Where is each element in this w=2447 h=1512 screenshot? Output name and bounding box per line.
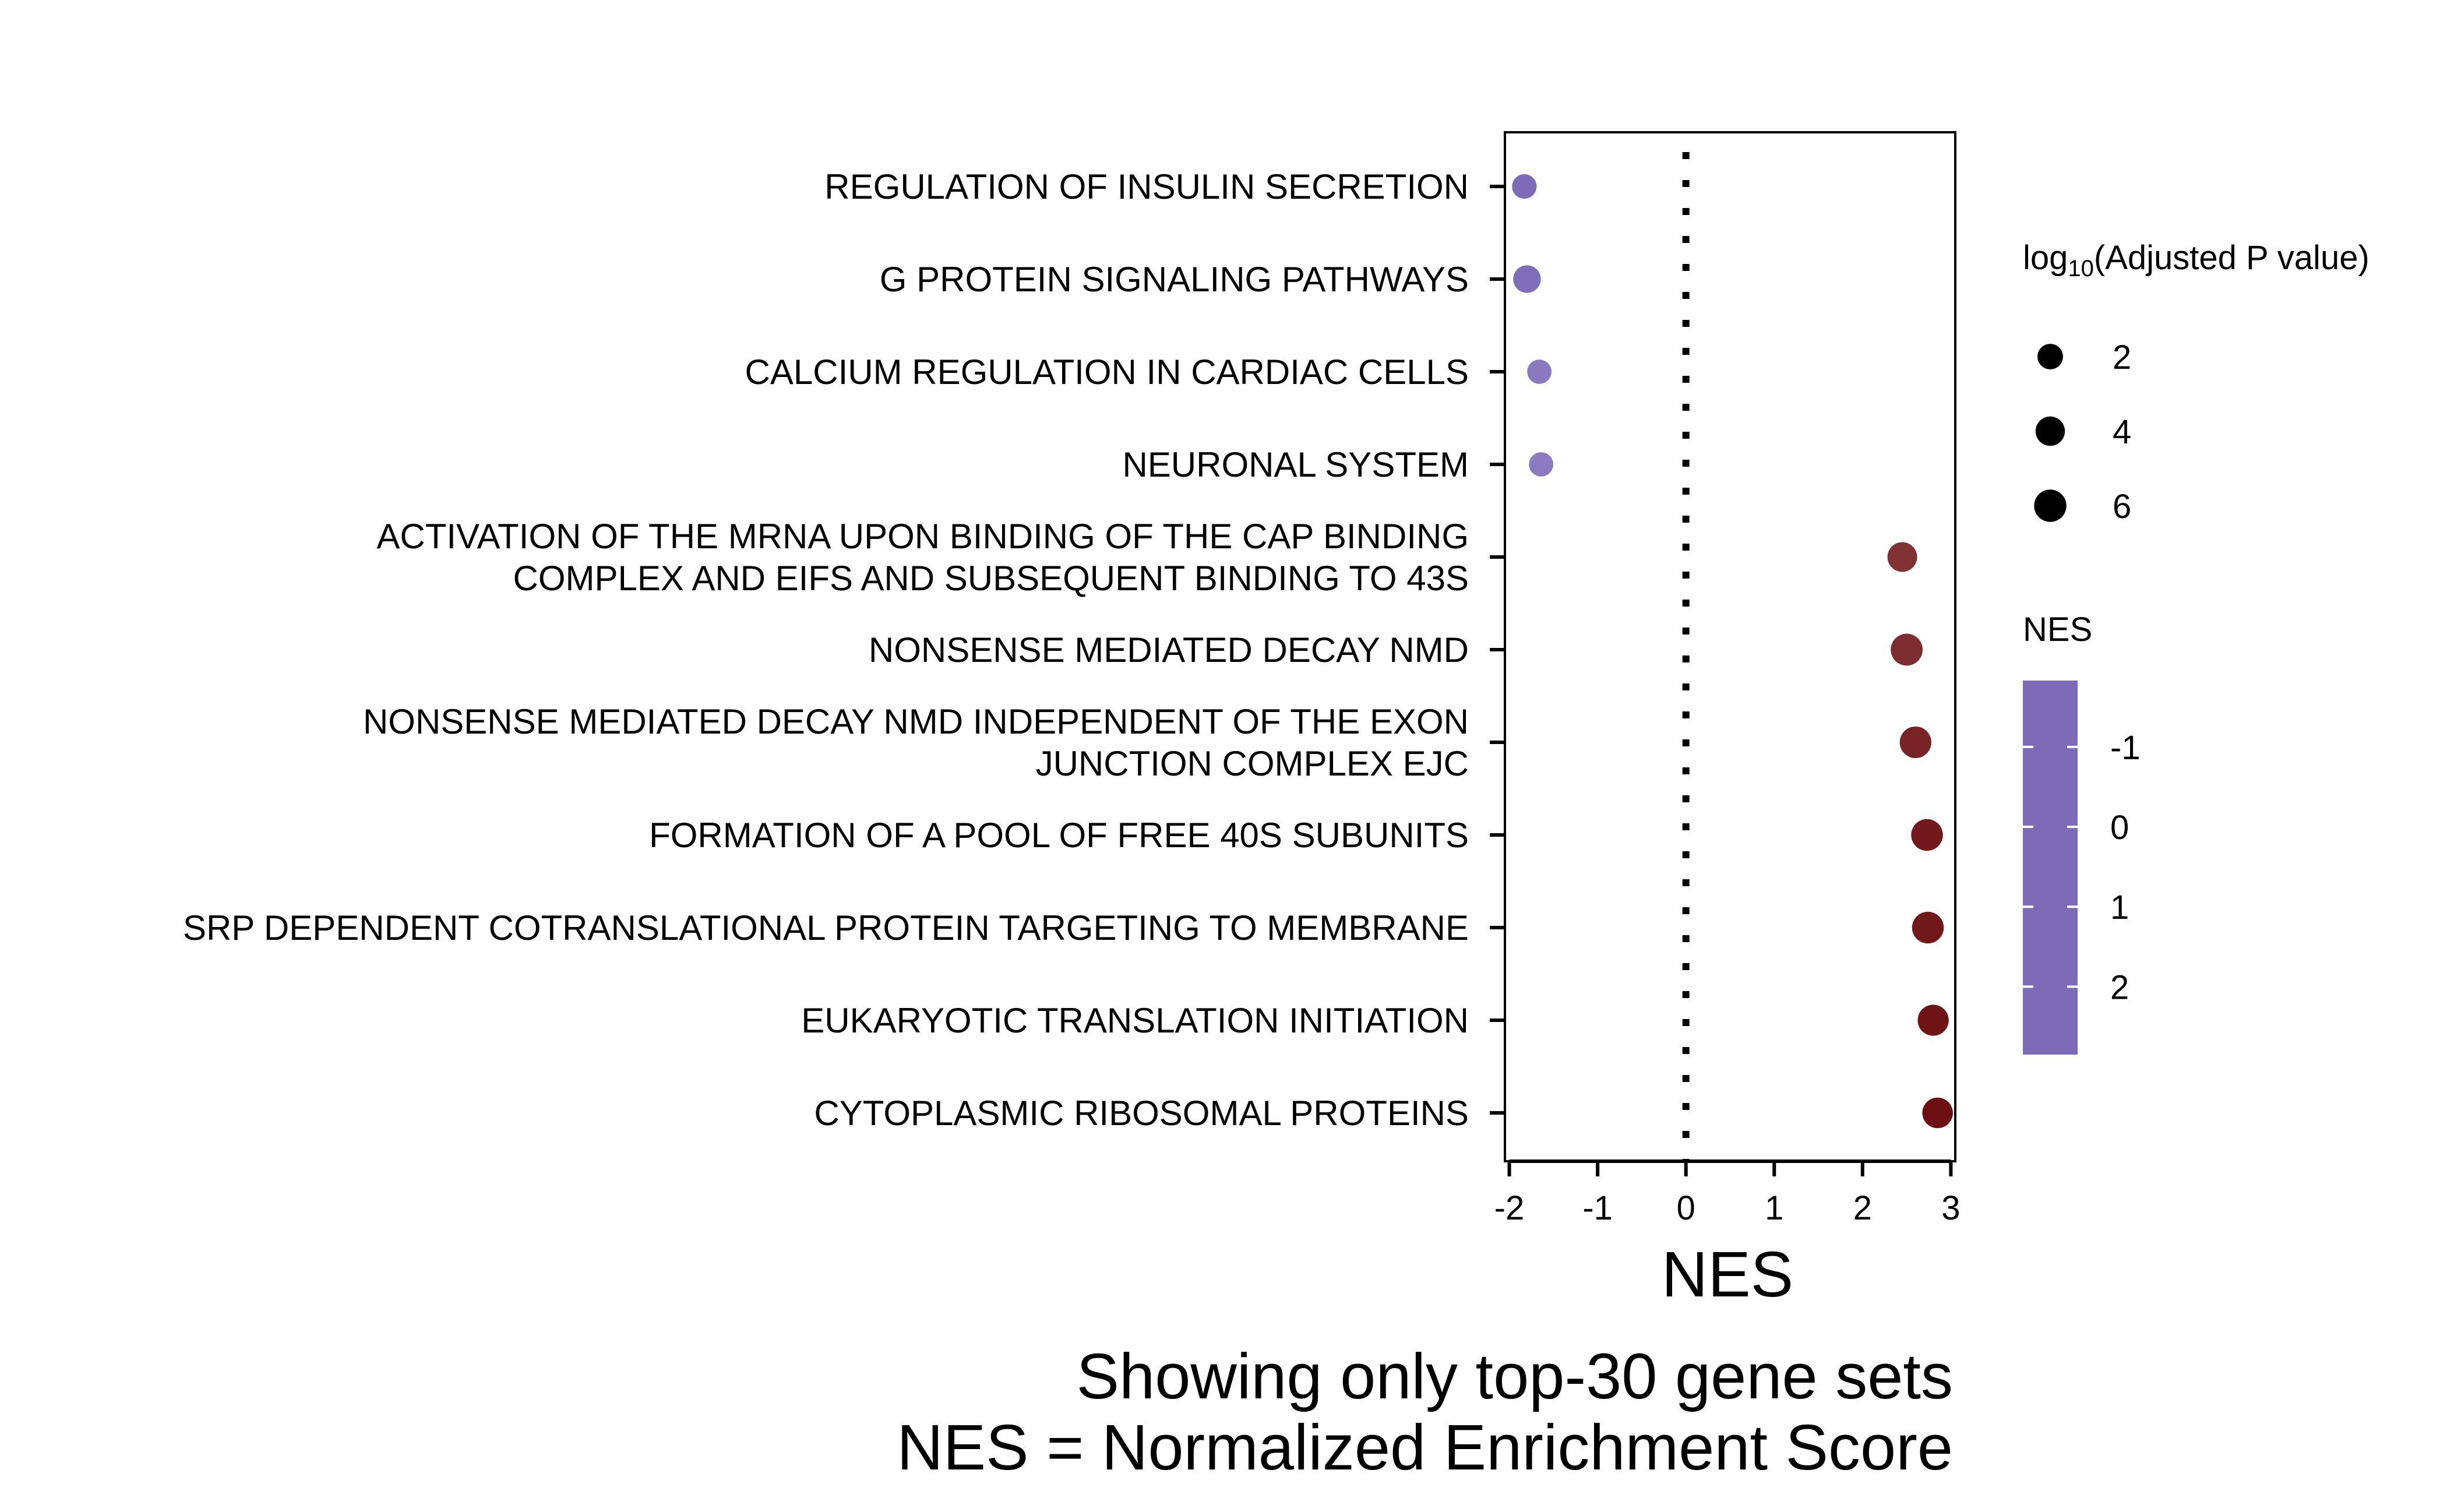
size-legend-label: 4 [2113,413,2131,451]
category-label: NEURONAL SYSTEM [1122,445,1469,484]
color-legend: NES -1 0 1 2 [2023,611,2141,1055]
color-legend-title: NES [2023,611,2092,648]
category-label: SRP DEPENDENT COTRANSLATIONAL PROTEIN TA… [183,908,1469,947]
category-label: G PROTEIN SIGNALING PATHWAYS [880,260,1469,299]
category-label: ACTIVATION OF THE MRNA UPON BINDING OF T… [376,517,1469,598]
size-legend-key [2037,344,2063,369]
data-point [1911,819,1943,851]
data-point [1529,452,1554,477]
x-axis: -2 -1 0 1 2 3 [1494,1159,1961,1227]
x-tick-label: 2 [1853,1189,1872,1227]
size-legend-key [2035,416,2065,446]
category-label-line: NEURONAL SYSTEM [1122,445,1469,484]
data-points [1512,174,1953,1129]
x-tick-label: -2 [1494,1189,1525,1227]
size-legend-title-suffix: (Adjusted P value) [2094,239,2370,277]
data-point [1527,360,1552,384]
x-tick-label: 3 [1941,1189,1960,1227]
color-legend-label: 1 [2110,889,2129,926]
size-legend-title-prefix: log [2023,239,2068,277]
category-label: FORMATION OF A POOL OF FREE 40S SUBUNITS [649,816,1469,855]
category-label-line: G PROTEIN SIGNALING PATHWAYS [880,260,1469,299]
category-label-line: CYTOPLASMIC RIBOSOMAL PROTEINS [814,1094,1469,1133]
y-axis: REGULATION OF INSULIN SECRETION G PROTEIN… [183,167,1505,1133]
data-point [1922,1097,1953,1129]
data-point [1887,542,1917,572]
data-point [1512,174,1537,199]
color-legend-bar [2023,681,2078,1055]
category-label-line: CALCIUM REGULATION IN CARDIAC CELLS [745,353,1469,392]
size-legend-label: 2 [2113,339,2131,376]
color-legend-label: 2 [2110,968,2129,1006]
size-legend-label: 6 [2113,488,2131,526]
category-label: NONSENSE MEDIATED DECAY NMD INDEPENDENT … [363,702,1469,783]
data-point [1912,911,1944,944]
data-point [1917,1005,1949,1036]
category-label: CALCIUM REGULATION IN CARDIAC CELLS [745,353,1469,392]
category-label-line: FORMATION OF A POOL OF FREE 40S SUBUNITS [649,816,1469,855]
x-tick-label: 1 [1765,1189,1783,1227]
size-legend-key [2034,489,2067,522]
category-label-line: NONSENSE MEDIATED DECAY NMD [869,630,1469,669]
color-legend-label: -1 [2110,729,2141,767]
data-point [1899,726,1931,759]
data-point [1513,265,1541,293]
category-label: CYTOPLASMIC RIBOSOMAL PROTEINS [814,1094,1469,1133]
category-label: EUKARYOTIC TRANSLATION INITIATION [801,1001,1469,1040]
category-label-line: SRP DEPENDENT COTRANSLATIONAL PROTEIN TA… [183,908,1469,947]
size-legend-title: log10(Adjusted P value) [2023,239,2370,281]
size-legend-title-subscript: 10 [2068,256,2094,281]
category-label-line: REGULATION OF INSULIN SECRETION [824,167,1469,206]
data-point [1891,633,1923,666]
category-label-line: NONSENSE MEDIATED DECAY NMD INDEPENDENT … [363,702,1469,741]
caption-line-1: Showing only top-30 gene sets [1077,1341,1953,1412]
x-axis-title: NES [1662,1239,1793,1310]
category-label-line: ACTIVATION OF THE MRNA UPON BINDING OF T… [376,517,1469,556]
category-label-line: EUKARYOTIC TRANSLATION INITIATION [801,1001,1469,1040]
category-label: NONSENSE MEDIATED DECAY NMD [869,630,1469,669]
size-legend: log10(Adjusted P value) 2 4 6 [2023,239,2370,526]
category-label: REGULATION OF INSULIN SECRETION [824,167,1469,206]
plot-panel [1504,131,1956,1162]
color-legend-label: 0 [2110,809,2129,847]
x-tick-label: -1 [1582,1189,1613,1227]
x-tick-label: 0 [1677,1189,1695,1227]
category-label-line: COMPLEX AND EIFS AND SUBSEQUENT BINDING … [513,559,1469,598]
caption-line-2: NES = Normalized Enrichment Score [897,1412,1953,1483]
category-label-line: JUNCTION COMPLEX EJC [1036,744,1469,783]
